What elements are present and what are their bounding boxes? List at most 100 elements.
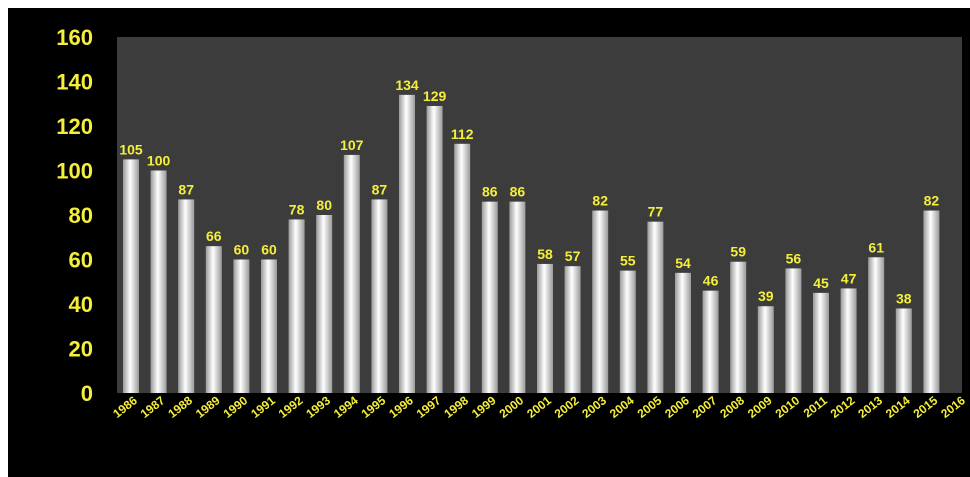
data-label-1992: 78 (289, 201, 305, 217)
bar-1994 (343, 154, 360, 393)
data-label-2010: 56 (786, 250, 802, 266)
x-tick-label-1988: 1988 (165, 393, 195, 421)
data-label-1993: 80 (316, 197, 332, 213)
data-label-1988: 87 (178, 181, 194, 197)
bar-2000 (509, 201, 526, 393)
data-label-2012: 47 (841, 270, 857, 286)
data-label-2000: 86 (510, 184, 526, 200)
data-label-2014: 38 (896, 290, 912, 306)
data-label-2005: 77 (648, 204, 664, 220)
data-label-2003: 82 (592, 193, 608, 209)
bar-2013 (868, 257, 885, 393)
bar-1997 (426, 105, 443, 393)
bar-1996 (399, 94, 415, 393)
bar-2004 (619, 270, 636, 393)
x-tick-label-2014: 2014 (883, 393, 913, 421)
bar-1987 (150, 170, 167, 393)
x-tick-label-2010: 2010 (773, 393, 803, 421)
y-tick-label: 40 (69, 292, 93, 317)
data-label-1998: 112 (451, 126, 474, 142)
x-axis: 1986198719881989199019911992199319941995… (110, 393, 968, 421)
x-tick-label-1992: 1992 (276, 393, 306, 421)
y-tick-label: 160 (56, 25, 93, 50)
data-label-1986: 105 (119, 141, 143, 157)
bar-2015 (923, 210, 940, 393)
y-tick-label: 140 (56, 70, 93, 95)
x-tick-label-2013: 2013 (855, 393, 885, 421)
data-label-2011: 45 (813, 275, 829, 291)
x-tick-label-2009: 2009 (745, 393, 775, 421)
bar-2012 (840, 288, 857, 393)
data-label-1987: 100 (147, 153, 171, 169)
bar-1999 (481, 201, 498, 393)
data-label-2015: 82 (924, 193, 940, 209)
y-axis: 0 20 40 60 80 100 120 140 160 (56, 25, 93, 406)
bar-2009 (757, 306, 774, 393)
data-label-2006: 54 (675, 255, 691, 271)
x-tick-label-2007: 2007 (690, 393, 720, 421)
y-tick-label: 100 (56, 159, 93, 184)
bar-1998 (454, 143, 471, 393)
bar-1990 (233, 259, 250, 393)
data-label-2013: 61 (868, 239, 884, 255)
x-tick-label-1991: 1991 (248, 393, 278, 421)
y-tick-label: 20 (69, 337, 93, 362)
bar-2007 (702, 290, 719, 393)
y-tick-label: 0 (81, 381, 93, 406)
data-label-1989: 66 (206, 228, 222, 244)
data-label-1997: 129 (423, 88, 447, 104)
x-tick-label-2015: 2015 (911, 393, 941, 421)
x-tick-label-1987: 1987 (138, 393, 168, 421)
x-tick-label-1993: 1993 (303, 393, 333, 421)
y-tick-label: 80 (69, 203, 93, 228)
bar-2011 (813, 292, 829, 393)
x-tick-label-2004: 2004 (607, 393, 637, 421)
data-label-2007: 46 (703, 273, 719, 289)
data-label-2004: 55 (620, 253, 636, 269)
data-label-1999: 86 (482, 184, 498, 200)
x-tick-label-2001: 2001 (524, 393, 554, 421)
x-tick-label-2011: 2011 (801, 393, 830, 420)
x-tick-label-2003: 2003 (579, 393, 609, 421)
bars (123, 94, 940, 393)
x-tick-label-2016: 2016 (938, 393, 968, 421)
bar-1986 (123, 159, 139, 393)
data-label-1995: 87 (372, 181, 388, 197)
x-tick-label-1996: 1996 (386, 393, 416, 421)
x-tick-label-2006: 2006 (662, 393, 692, 421)
y-tick-label: 60 (69, 248, 93, 273)
bar-2005 (647, 221, 664, 393)
bar-2002 (564, 266, 581, 393)
x-tick-label-1997: 1997 (414, 393, 444, 421)
bar-2014 (895, 308, 912, 393)
x-tick-label-2008: 2008 (717, 393, 747, 421)
x-tick-label-2000: 2000 (497, 393, 527, 421)
x-tick-label-2005: 2005 (635, 393, 665, 421)
bar-1989 (205, 246, 222, 393)
data-label-2009: 39 (758, 288, 774, 304)
x-tick-label-1998: 1998 (441, 393, 471, 421)
data-label-1991: 60 (261, 242, 277, 258)
x-tick-label-2002: 2002 (552, 393, 582, 421)
data-label-1994: 107 (340, 137, 364, 153)
x-tick-label-1995: 1995 (359, 393, 389, 421)
data-label-1996: 134 (395, 77, 419, 93)
y-tick-label: 120 (56, 114, 93, 139)
bar-1988 (178, 199, 195, 393)
data-label-1990: 60 (234, 242, 250, 258)
data-label-2001: 58 (537, 246, 553, 262)
bar-1992 (288, 219, 305, 393)
bar-2010 (785, 268, 802, 393)
x-tick-label-1989: 1989 (193, 393, 223, 421)
x-tick-label-1994: 1994 (331, 393, 361, 421)
data-label-2008: 59 (730, 244, 746, 260)
data-label-2002: 57 (565, 248, 581, 264)
x-tick-label-1999: 1999 (469, 393, 499, 421)
bar-2003 (592, 210, 609, 393)
bar-2001 (537, 263, 553, 393)
bar-2006 (675, 272, 691, 393)
bar-1991 (261, 259, 277, 393)
bar-1993 (316, 215, 333, 393)
